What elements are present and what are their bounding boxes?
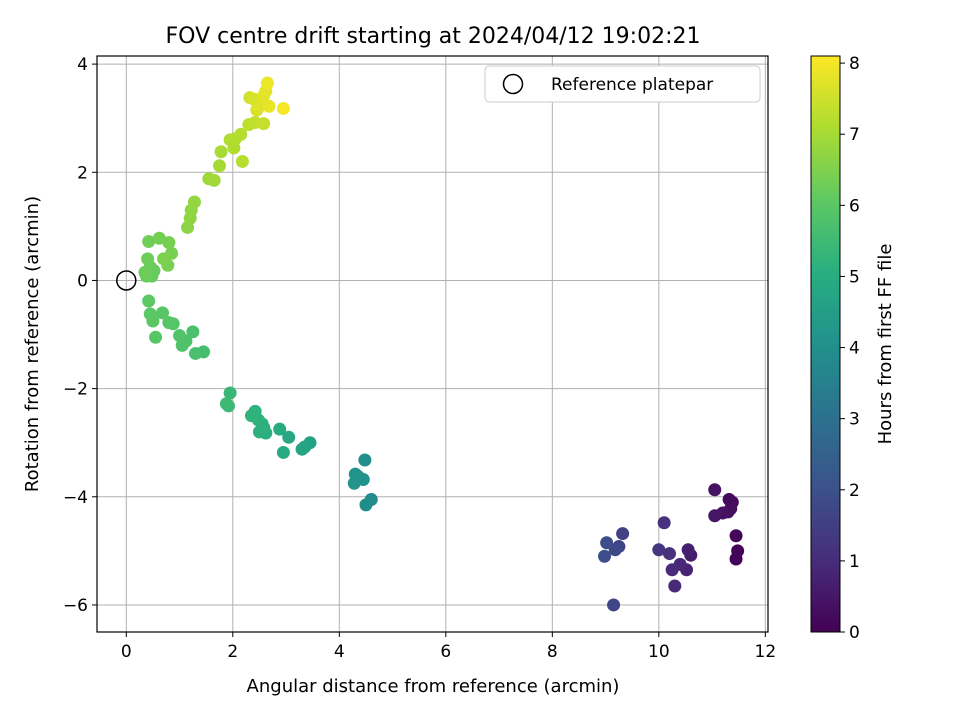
data-point — [708, 483, 722, 497]
y-axis: −6 −4 −2 0 2 4 — [63, 55, 97, 616]
colorbar-tick-label: 6 — [849, 196, 860, 216]
data-point — [214, 145, 228, 159]
y-tick-label: 2 — [77, 163, 88, 183]
data-point — [142, 294, 156, 308]
data-point — [598, 549, 612, 563]
data-point — [607, 598, 621, 612]
data-point — [681, 543, 695, 557]
legend-label: Reference platepar — [551, 75, 713, 95]
data-point — [731, 544, 745, 558]
data-point — [257, 117, 271, 131]
data-point — [668, 579, 682, 593]
colorbar-tick-label: 7 — [849, 125, 860, 145]
chart-title: FOV centre drift starting at 2024/04/12 … — [166, 24, 701, 49]
colorbar-tick-label: 8 — [849, 54, 860, 74]
x-tick-label: 6 — [440, 642, 451, 662]
data-point — [295, 442, 309, 456]
data-point — [143, 307, 157, 321]
x-tick-label: 12 — [755, 642, 777, 662]
x-axis: 0 2 4 6 8 10 12 — [121, 632, 776, 662]
colorbar-ticks: 0 1 2 3 4 5 6 7 8 — [840, 54, 860, 643]
y-tick-label: 0 — [77, 271, 88, 291]
data-point — [223, 386, 237, 400]
data-point — [665, 563, 679, 577]
data-point — [662, 547, 676, 561]
legend-marker — [502, 73, 524, 95]
data-point — [252, 99, 266, 113]
data-point — [273, 422, 287, 436]
colorbar-tick-label: 2 — [849, 481, 860, 501]
colorbar-tick-label: 0 — [849, 623, 860, 643]
data-point — [652, 543, 666, 557]
colorbar-label: Hours from first FF file — [875, 244, 896, 445]
legend: Reference platepar — [484, 65, 761, 103]
data-point — [212, 159, 226, 173]
grid — [97, 56, 768, 632]
data-point — [729, 529, 743, 543]
colorbar-tick-label: 3 — [849, 410, 860, 430]
data-point — [616, 527, 630, 541]
data-points — [138, 76, 745, 612]
data-point — [142, 235, 156, 249]
colorbar-tick-label: 1 — [849, 552, 860, 572]
data-point — [207, 173, 221, 187]
y-tick-label: −6 — [63, 596, 88, 616]
y-tick-label: −2 — [63, 380, 88, 400]
x-axis-label: Angular distance from reference (arcmin) — [247, 676, 620, 697]
data-point — [347, 476, 361, 490]
data-point — [156, 306, 170, 320]
data-point — [219, 397, 233, 411]
data-point — [708, 509, 722, 523]
data-point — [175, 338, 189, 352]
y-axis-label: Rotation from reference (arcmin) — [22, 196, 43, 492]
data-point — [359, 498, 373, 512]
data-point — [235, 154, 249, 168]
data-point — [276, 101, 290, 115]
data-point — [162, 236, 176, 250]
data-point — [262, 99, 276, 113]
data-point — [138, 265, 152, 279]
x-tick-label: 8 — [547, 642, 558, 662]
data-point — [149, 330, 163, 344]
data-point — [244, 409, 258, 423]
data-point — [187, 195, 201, 209]
reference-platepar-marker — [116, 270, 137, 291]
data-point — [157, 252, 171, 266]
colorbar-tick-label: 4 — [849, 339, 860, 359]
data-point — [358, 453, 372, 467]
legend-box — [484, 65, 761, 103]
data-point — [173, 329, 187, 343]
y-tick-label: 4 — [77, 55, 88, 75]
data-point — [657, 516, 671, 530]
data-point — [162, 316, 176, 330]
data-point — [260, 76, 274, 90]
data-point — [282, 430, 296, 444]
x-tick-label: 10 — [648, 642, 670, 662]
data-point — [276, 445, 290, 459]
colorbar-tick-label: 5 — [849, 267, 860, 287]
x-tick-label: 0 — [121, 642, 132, 662]
data-point — [141, 252, 155, 266]
colorbar: 0 1 2 3 4 5 6 7 8 Hours from first FF file — [810, 54, 896, 643]
x-tick-label: 4 — [334, 642, 345, 662]
data-point — [189, 346, 203, 360]
data-point — [600, 536, 614, 550]
y-tick-label: −4 — [63, 488, 88, 508]
x-tick-label: 2 — [227, 642, 238, 662]
data-point — [234, 127, 248, 141]
colorbar-gradient — [810, 55, 841, 633]
plot-frame — [96, 55, 769, 633]
data-point — [252, 425, 266, 439]
data-point — [186, 325, 200, 339]
